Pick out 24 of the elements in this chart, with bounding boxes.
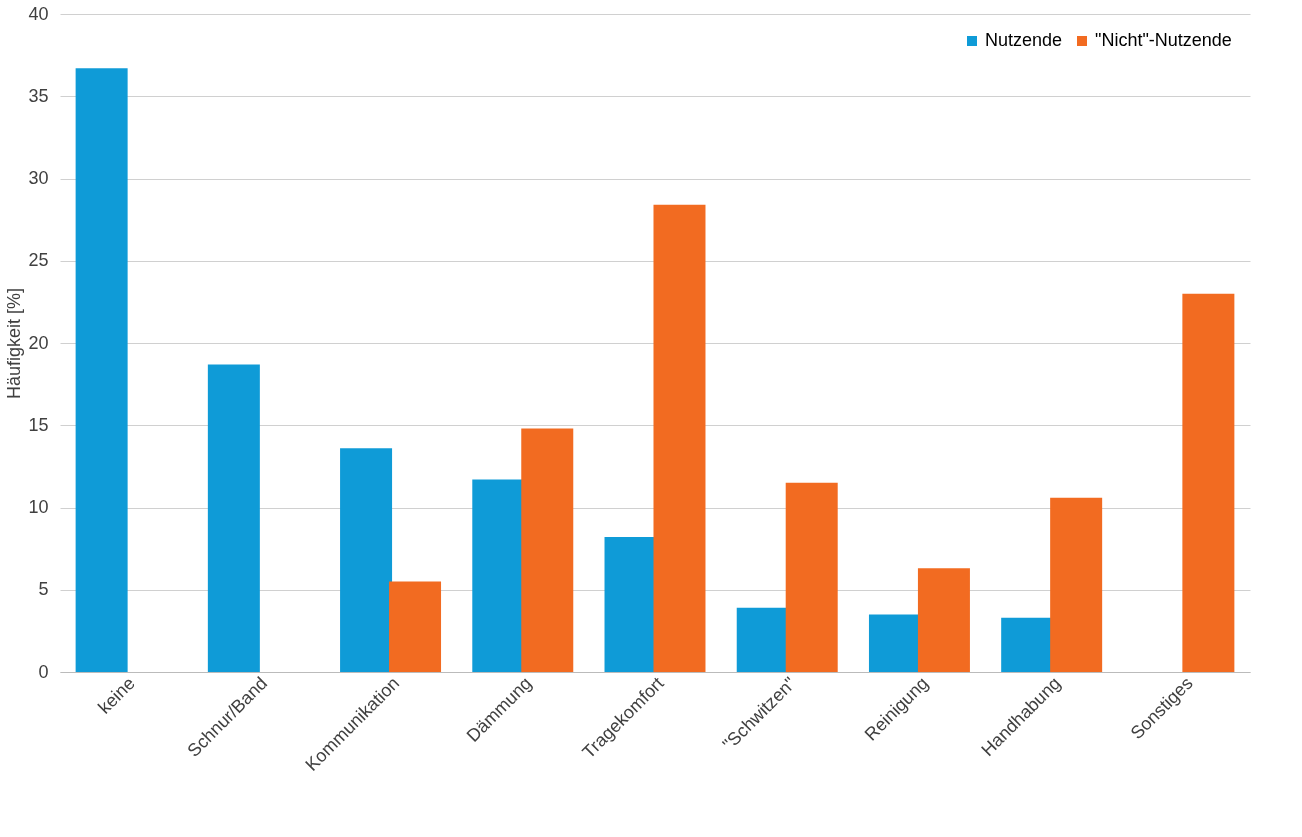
bar bbox=[75, 68, 128, 672]
bar bbox=[207, 364, 260, 672]
bar bbox=[1182, 293, 1235, 672]
bar bbox=[868, 614, 921, 672]
bar bbox=[736, 607, 789, 672]
y-tick-label: 5 bbox=[38, 579, 49, 600]
bar bbox=[785, 482, 838, 672]
y-tick-label: 0 bbox=[38, 661, 49, 682]
bar bbox=[340, 448, 393, 672]
bar bbox=[653, 204, 706, 672]
y-tick-label: 20 bbox=[28, 332, 49, 353]
y-tick-label: 15 bbox=[28, 414, 49, 435]
bar bbox=[917, 568, 970, 672]
y-tick-label: 10 bbox=[28, 497, 49, 517]
bar bbox=[1050, 497, 1103, 672]
bar bbox=[521, 428, 574, 672]
y-tick-label: 30 bbox=[28, 168, 49, 188]
bar bbox=[389, 581, 442, 672]
y-axis-title: Häufigkeit [%] bbox=[4, 287, 25, 400]
legend-label: Nutzende bbox=[985, 30, 1063, 50]
legend-label: "Nicht"-Nutzende bbox=[1095, 30, 1232, 50]
y-tick-label: 40 bbox=[28, 3, 49, 24]
y-tick-label: 25 bbox=[28, 250, 49, 271]
y-tick-label: 35 bbox=[28, 85, 49, 106]
